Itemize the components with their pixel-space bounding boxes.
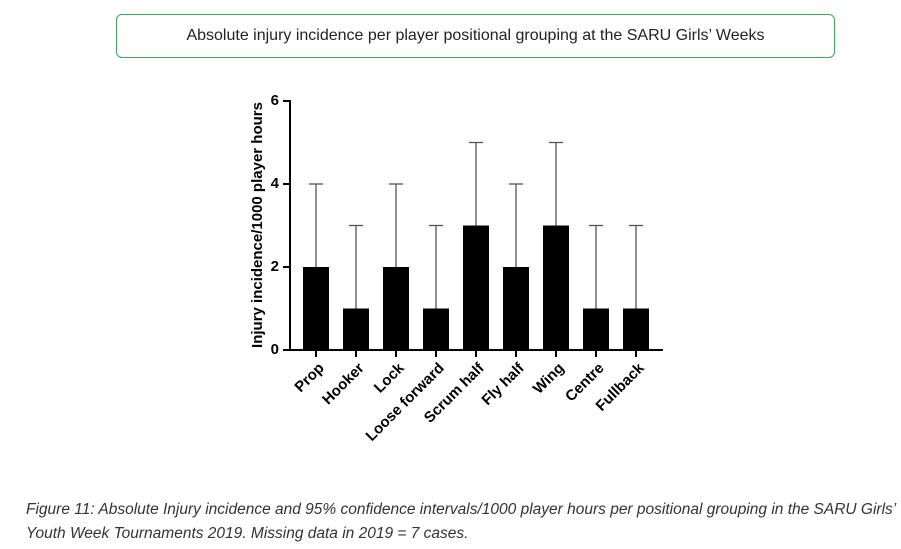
bar xyxy=(623,308,649,350)
x-tick-label: Prop xyxy=(291,360,327,396)
x-tick-label: Hooker xyxy=(319,360,368,409)
bar xyxy=(303,267,329,350)
bar xyxy=(543,225,569,350)
bar xyxy=(343,308,369,350)
bar xyxy=(503,267,529,350)
y-tick-label: 6 xyxy=(271,92,279,109)
y-tick-label: 0 xyxy=(271,341,279,358)
x-tick-label: Fly half xyxy=(478,359,528,409)
bar xyxy=(463,225,489,350)
y-axis-label: Injury incidence/1000 player hours xyxy=(249,102,266,348)
caption-label: Figure 11: xyxy=(26,501,95,518)
chart-title: Absolute injury incidence per player pos… xyxy=(116,14,835,58)
y-tick-label: 2 xyxy=(271,258,279,275)
caption-text: Absolute Injury incidence and 95% confid… xyxy=(26,501,896,542)
bar xyxy=(423,308,449,350)
x-tick-label: Wing xyxy=(530,360,568,398)
y-tick-label: 4 xyxy=(271,175,280,192)
bar xyxy=(583,308,609,350)
bar xyxy=(383,267,409,350)
chart: Injury incidence/1000 player hours 0 2 4 6 P… xyxy=(249,92,663,445)
caption: Figure 11: Absolute Injury incidence and… xyxy=(26,498,896,546)
x-tick-label: Lock xyxy=(371,359,408,396)
